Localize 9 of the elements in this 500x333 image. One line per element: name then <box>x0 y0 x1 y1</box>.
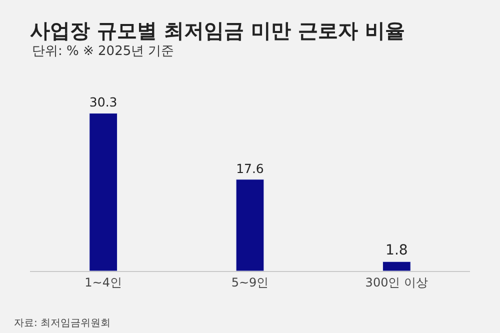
chart-subtitle: 단위: % ※ 2025년 기준 <box>32 44 174 59</box>
data-label: 1.8 <box>386 242 408 259</box>
x-tick-label: 5~9인 <box>231 275 269 290</box>
x-tick-label: 300인 이상 <box>365 275 428 290</box>
data-label: 30.3 <box>89 94 118 110</box>
x-tick-label: 1~4인 <box>84 275 122 290</box>
text: 자료: 최저임금위원회 <box>14 318 111 329</box>
chart-title: 사업장 규모별 최저임금 미만 근로자 비율 <box>30 18 405 42</box>
data-label: 17.6 <box>236 160 264 176</box>
